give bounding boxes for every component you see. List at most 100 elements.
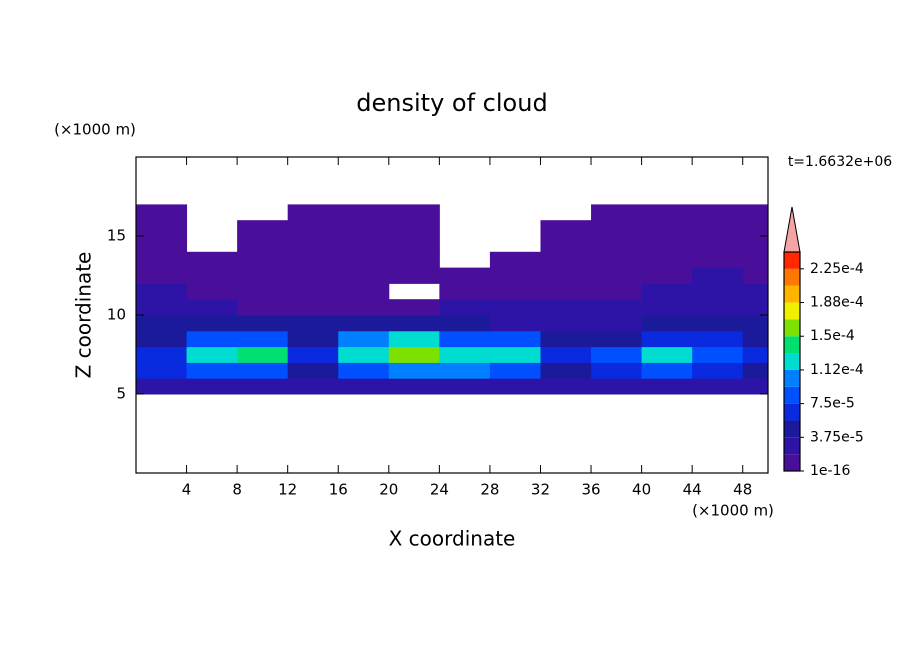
colorbar-overflow xyxy=(783,206,801,253)
x-tick-label: 28 xyxy=(480,481,499,499)
colorbar-band xyxy=(784,302,800,320)
contour-cell xyxy=(338,378,390,395)
contour-cell xyxy=(540,283,592,300)
contour-cell xyxy=(287,220,339,237)
contour-cell xyxy=(287,236,339,253)
contour-cell xyxy=(136,283,188,300)
contour-cell xyxy=(237,267,289,284)
contour-cell xyxy=(237,330,289,348)
colorbar-band xyxy=(784,420,800,438)
colorbar-band xyxy=(784,403,800,421)
contour-cell xyxy=(388,251,440,269)
contour-cell xyxy=(439,315,491,332)
contour-cell xyxy=(641,362,693,379)
contour-cell xyxy=(388,362,440,379)
contour-cell xyxy=(136,251,188,269)
y-axis-label: Z coordinate xyxy=(72,252,96,379)
contour-cell xyxy=(692,236,744,253)
contour-cell xyxy=(742,299,768,316)
contour-cell xyxy=(742,236,768,253)
contour-cell xyxy=(540,378,592,395)
contour-cell xyxy=(692,267,744,284)
contour-cell xyxy=(338,251,390,269)
colorbar-band xyxy=(784,454,800,471)
contour-cell xyxy=(186,315,238,332)
contour-cell xyxy=(591,330,643,348)
y-tick-label: 10 xyxy=(107,306,126,324)
contour-cell xyxy=(692,251,744,269)
colorbar-band xyxy=(784,369,800,387)
contour-cell xyxy=(439,267,491,284)
contour-cell xyxy=(338,315,390,332)
contour-cell xyxy=(489,299,541,316)
contour-cell xyxy=(287,283,339,300)
contour-cell xyxy=(186,267,238,284)
colorbar-tick-label: 3.75e-5 xyxy=(810,429,864,445)
contour-cell xyxy=(591,283,643,300)
contour-cell xyxy=(742,330,768,348)
x-tick-label: 20 xyxy=(379,481,398,499)
contour-cell xyxy=(237,315,289,332)
contour-cell xyxy=(641,346,693,363)
contour-cell xyxy=(540,236,592,253)
contour-cell xyxy=(692,378,744,395)
y-unit: (×1000 m) xyxy=(54,121,136,139)
contour-cell xyxy=(591,267,643,284)
contour-cell xyxy=(186,346,238,363)
contour-cell xyxy=(742,251,768,269)
contour-cell xyxy=(388,378,440,395)
x-axis-label: X coordinate xyxy=(389,527,516,551)
colorbar-band xyxy=(784,353,800,370)
colorbar-tick-label: 1.5e-4 xyxy=(810,328,855,344)
contour-cell xyxy=(489,330,541,348)
contour-cell xyxy=(136,315,188,332)
contour-cell xyxy=(388,299,440,316)
contour-cell xyxy=(641,378,693,395)
x-tick-label: 44 xyxy=(683,481,702,499)
colorbar-band xyxy=(784,319,800,337)
contour-cell xyxy=(338,283,390,300)
contour-field xyxy=(136,204,768,395)
x-unit: (×1000 m) xyxy=(692,502,774,520)
contour-cell xyxy=(287,315,339,332)
contour-cell xyxy=(338,267,390,284)
contour-cell xyxy=(186,362,238,379)
colorbar-tick-label: 1.88e-4 xyxy=(810,295,864,311)
contour-cell xyxy=(641,236,693,253)
contour-cell xyxy=(287,330,339,348)
contour-cell xyxy=(439,362,491,379)
time-label: t=1.6632e+06 xyxy=(788,154,892,170)
contour-cell xyxy=(540,220,592,237)
contour-cell xyxy=(136,236,188,253)
contour-cell xyxy=(237,362,289,379)
contour-cell xyxy=(540,251,592,269)
contour-cell xyxy=(388,220,440,237)
contour-cell xyxy=(439,346,491,363)
contour-cell xyxy=(742,220,768,237)
contour-cell xyxy=(338,220,390,237)
contour-cell xyxy=(489,251,541,269)
contour-cell xyxy=(237,378,289,395)
contour-cell xyxy=(692,220,744,237)
contour-cell xyxy=(388,330,440,348)
contour-cell xyxy=(237,220,289,237)
contour-cell xyxy=(540,362,592,379)
contour-cell xyxy=(287,267,339,284)
contour-cell xyxy=(489,267,541,284)
contour-cell xyxy=(591,346,643,363)
contour-cell xyxy=(641,267,693,284)
colorbar-tick-label: 1e-16 xyxy=(810,463,850,479)
contour-cell xyxy=(439,330,491,348)
contour-cell xyxy=(641,204,693,221)
contour-cell xyxy=(186,283,238,300)
colorbar-band xyxy=(784,336,800,354)
contour-cell xyxy=(439,299,491,316)
contour-cell xyxy=(388,236,440,253)
contour-cell xyxy=(692,362,744,379)
y-tick-label: 15 xyxy=(107,227,126,245)
contour-cell xyxy=(742,378,768,395)
contour-cell xyxy=(540,315,592,332)
contour-cell xyxy=(287,346,339,363)
contour-cell xyxy=(641,220,693,237)
colorbar-frame xyxy=(783,251,801,472)
